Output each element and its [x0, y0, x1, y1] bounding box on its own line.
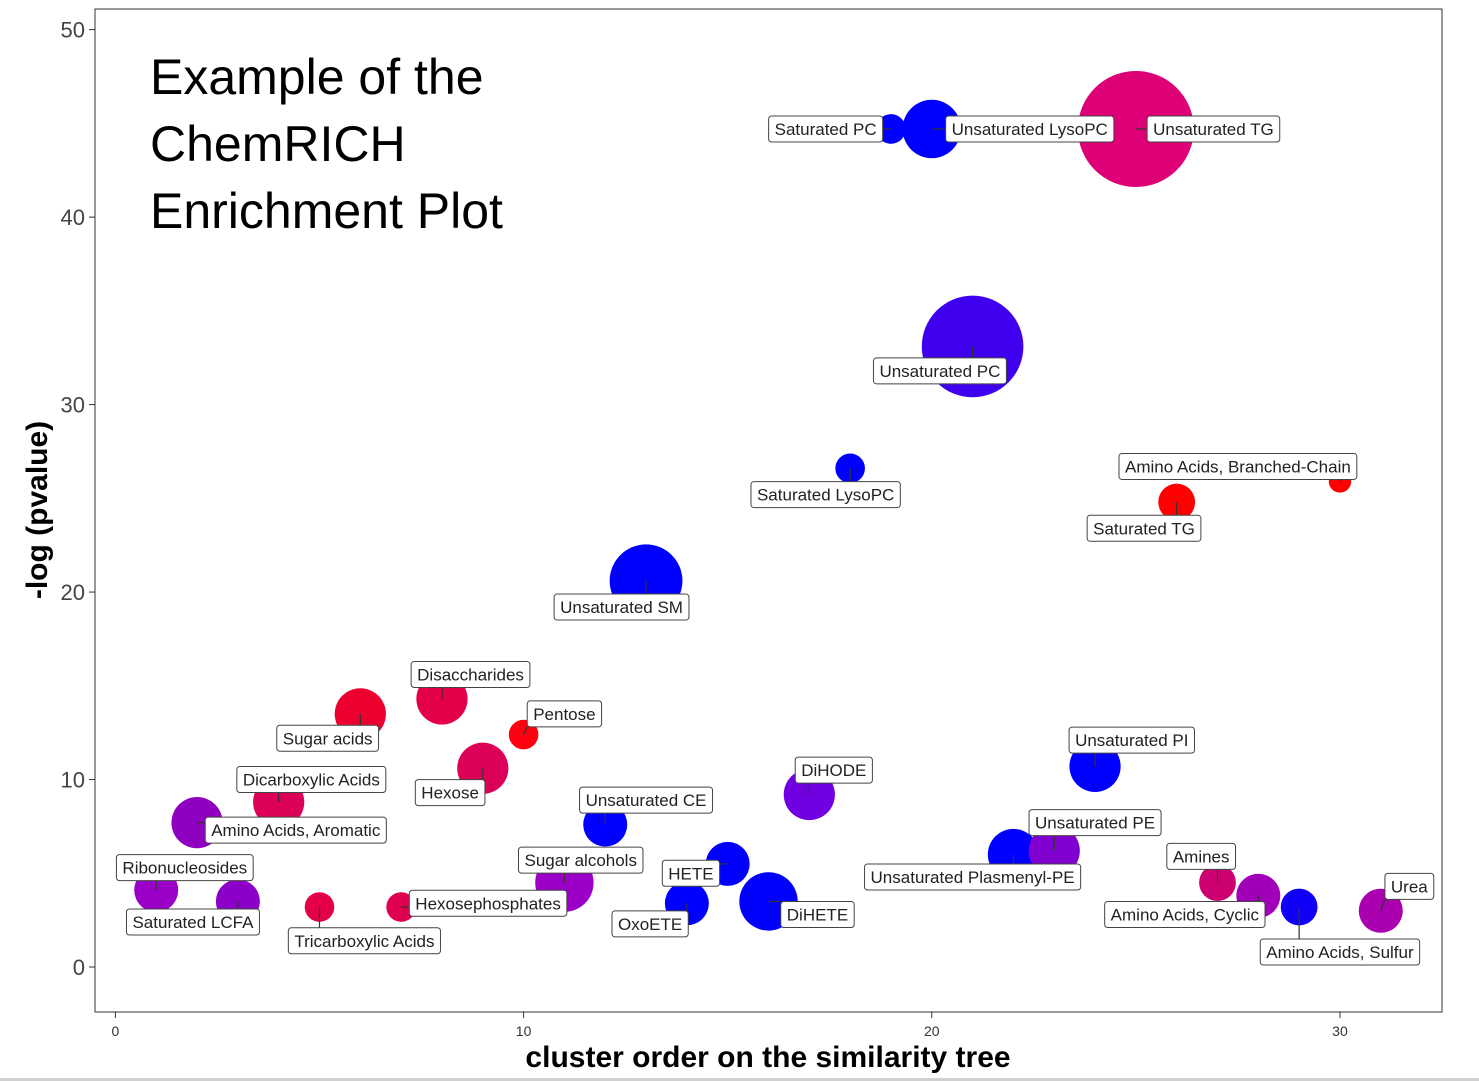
point-label: Amino Acids, Branched-Chain: [1125, 457, 1351, 476]
label-box: [1166, 842, 1237, 870]
point-label: DiHODE: [801, 761, 866, 780]
x-axis-title: cluster order on the similarity tree: [525, 1041, 1010, 1074]
label-box: [794, 756, 873, 784]
x-tick-label: 20: [924, 1023, 940, 1039]
x-tick-label: 0: [112, 1023, 120, 1039]
point-label: Urea: [1391, 877, 1428, 896]
point-label: Pentose: [533, 705, 595, 724]
x-tick-label: 10: [516, 1023, 532, 1039]
label-box: [661, 859, 721, 887]
label-box: [518, 846, 644, 874]
point-label: HETE: [668, 864, 713, 883]
label-box: [1068, 726, 1195, 754]
chart-title-line-2: ChemRICH: [150, 116, 406, 172]
label-box: [945, 115, 1115, 143]
label-box: [579, 786, 714, 814]
point-label: Hexosephosphates: [415, 894, 561, 913]
chart-title-line-3: Enrichment Plot: [150, 183, 503, 239]
point-label: Amino Acids, Aromatic: [211, 821, 381, 840]
y-tick-label: 30: [61, 393, 85, 418]
point-label: Hexose: [421, 784, 479, 803]
label-box: [276, 724, 380, 752]
point-label: Tricarboxylic Acids: [294, 932, 434, 951]
label-box: [526, 700, 603, 728]
label-leader-line: [523, 726, 528, 735]
chart-title-line-1: Example of the: [150, 49, 484, 105]
point-label: Dicarboxylic Acids: [243, 771, 380, 790]
point-label: Sugar acids: [283, 729, 373, 748]
label-box: [1118, 452, 1358, 480]
label-box: [611, 910, 689, 938]
point-label: Disaccharides: [417, 666, 524, 685]
leader-line-layer: [155, 128, 1386, 940]
y-tick-label: 0: [73, 955, 85, 980]
window-bottom-edge: [0, 1078, 1479, 1081]
label-box: [1104, 901, 1266, 929]
point-label: Sugar alcohols: [525, 851, 637, 870]
point-label: Saturated PC: [775, 120, 877, 139]
x-axis: 0 10 20 30: [112, 1012, 1348, 1039]
point-label: Unsaturated PC: [879, 362, 1000, 381]
label-box: [553, 593, 690, 621]
label-box: [1146, 115, 1281, 143]
y-tick-label: 50: [61, 18, 85, 43]
point-label: Unsaturated TG: [1153, 120, 1274, 139]
point-label: Saturated LCFA: [132, 913, 254, 932]
label-box: [1028, 809, 1162, 837]
y-axis: 0 10 20 30 40 50: [61, 18, 95, 980]
label-box: [125, 908, 260, 936]
label-layer: Ribonucleosides Amino Acids, Aromatic Satu…: [115, 115, 1435, 966]
point-label: Amines: [1173, 847, 1230, 866]
label-box: [236, 766, 387, 794]
label-box: [204, 816, 387, 844]
y-axis-title: -log (pvalue): [21, 421, 54, 599]
point-label: DiHETE: [787, 906, 848, 925]
label-box: [1384, 872, 1435, 900]
point-label: Unsaturated LysoPC: [952, 120, 1108, 139]
y-tick-label: 10: [61, 768, 85, 793]
label-box: [408, 889, 568, 917]
point-label: Saturated TG: [1093, 519, 1195, 538]
label-box: [768, 115, 884, 143]
point-label: Ribonucleosides: [122, 859, 247, 878]
label-box: [864, 863, 1082, 891]
label-box: [287, 927, 441, 955]
point-label: OxoETE: [618, 915, 682, 934]
label-box: [872, 357, 1007, 385]
label-box: [115, 854, 254, 882]
point-label: Unsaturated PE: [1035, 814, 1155, 833]
point-label: Unsaturated PI: [1075, 731, 1188, 750]
label-box: [410, 661, 531, 689]
point-label: Unsaturated Plasmenyl-PE: [871, 868, 1075, 887]
label-box: [1259, 938, 1421, 966]
label-leader-line: [1380, 899, 1386, 911]
label-box: [750, 481, 901, 509]
point-label: Saturated LysoPC: [757, 486, 894, 505]
point-label: Unsaturated CE: [586, 791, 707, 810]
point-label: Amino Acids, Sulfur: [1266, 943, 1414, 962]
x-tick-label: 30: [1332, 1023, 1348, 1039]
label-box: [780, 901, 855, 929]
y-tick-label: 40: [61, 205, 85, 230]
point-label: Unsaturated SM: [560, 598, 683, 617]
point-label: Amino Acids, Cyclic: [1111, 906, 1260, 925]
y-tick-label: 20: [61, 580, 85, 605]
label-box: [1086, 514, 1202, 542]
chart-title: Example of the ChemRICH Enrichment Plot: [150, 44, 503, 245]
label-box: [414, 779, 486, 807]
